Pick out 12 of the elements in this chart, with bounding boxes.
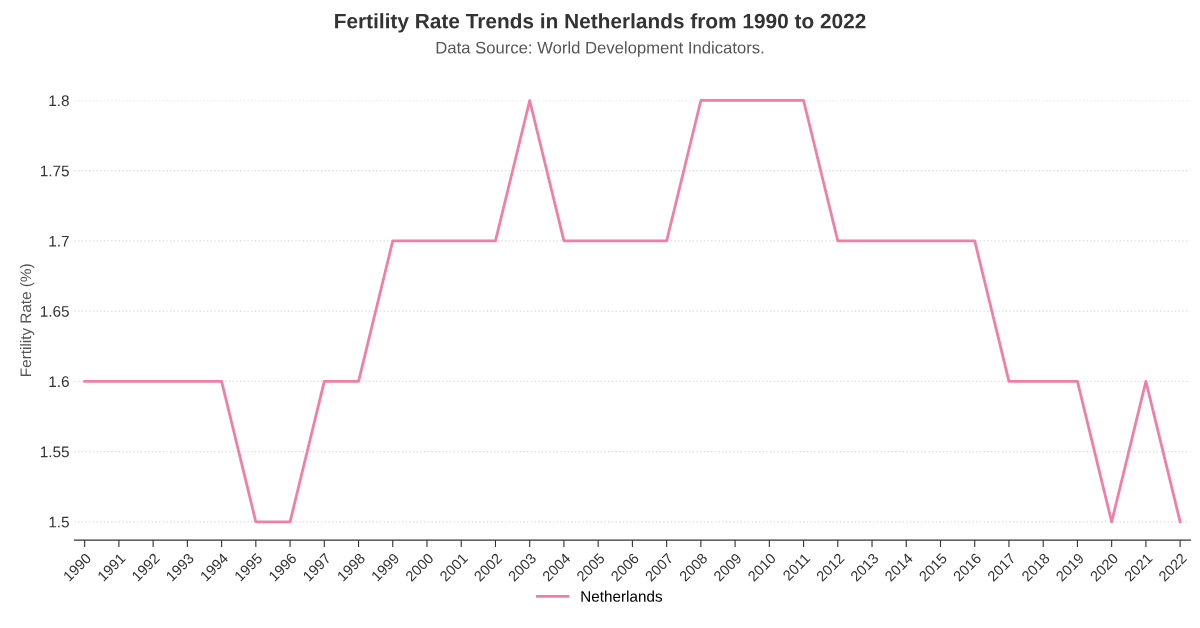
y-axis-title: Fertility Rate (%) — [20, 264, 35, 376]
y-tick-label: 1.55 — [40, 446, 69, 458]
y-tick-label: 1.75 — [40, 165, 69, 177]
y-tick-label: 1.5 — [49, 516, 69, 528]
chart-subtitle: Data Source: World Development Indicators. — [436, 41, 764, 57]
line-series — [83, 99, 1182, 524]
y-tick-label: 1.6 — [49, 376, 69, 388]
y-tick-label: 1.7 — [49, 235, 69, 247]
y-tick-label: 1.65 — [40, 306, 69, 317]
y-tick-label: 1.8 — [49, 95, 69, 107]
chart-title: Fertility Rate Trends in Netherlands from 1990 to 2022 — [335, 13, 866, 33]
legend-label: Netherlands — [581, 590, 663, 602]
